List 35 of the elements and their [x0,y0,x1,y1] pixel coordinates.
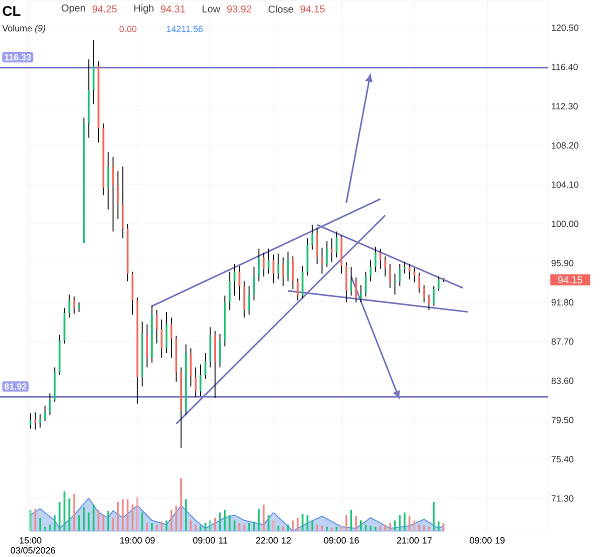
annotation: 94.15 [300,5,325,13]
x-tick-label: 09:00 19 [470,537,505,544]
y-tick-label: 91.80 [552,299,574,306]
x-tick-label: 09:00 11 [193,537,228,544]
y-tick-label: 75.40 [552,456,574,462]
ref-line-label: 116.33 [4,54,31,60]
y-tick-label: 100.00 [552,220,578,228]
x-tick-label: 19:00 09 [120,537,155,544]
y-tick-label: 79.50 [552,416,574,424]
chart-title: Volume (9) [2,24,46,34]
y-tick-label: 83.60 [552,378,574,384]
y-tick-label: 112.30 [552,103,578,110]
annotation: 0.00 [120,26,136,32]
annotation: Close [268,5,294,13]
annotation: 93.92 [227,5,252,13]
annotation: 94.25 [92,5,117,13]
x-tick-label: 22:00 12 [256,537,291,544]
x-tick-label: 09:00 16 [324,537,359,544]
y-tick-label: 95.90 [552,260,574,266]
y-tick-label: 87.70 [552,338,574,345]
text: 94.15 [558,276,582,284]
y-tick-label: 120.50 [552,24,578,31]
ref-line-label: 81.92 [4,383,26,390]
annotation: 94.31 [160,5,185,13]
chart-title: CL [2,6,20,16]
y-tick-label: 104.10 [552,181,578,188]
annotation: 14211.56 [166,26,203,32]
y-tick-label: 108.20 [552,142,578,149]
x-tick-label: 21:00 17 [397,537,432,544]
annotation: Open [62,4,86,14]
y-tick-label: 116.40 [552,64,578,70]
x-tick-label: 15:00 03/05/2026 [10,537,56,554]
y-tick-label: 71.30 [552,495,574,502]
annotation: Low [202,6,220,12]
annotation: High [134,4,154,14]
